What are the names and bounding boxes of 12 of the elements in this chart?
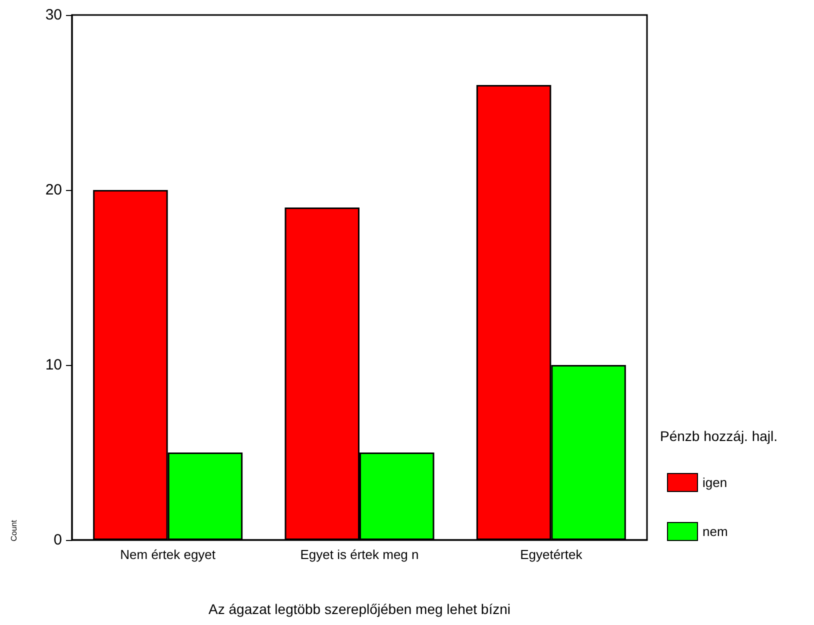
y-tick-label: 0	[54, 532, 62, 548]
y-tick-label: 10	[45, 356, 62, 374]
legend-label: nem	[702, 524, 728, 539]
legend-label: igen	[702, 475, 728, 490]
x-tick-label: Egyetértek	[520, 547, 583, 562]
x-axis-title: Az ágazat legtöbb szereplőjében meg lehet bízni	[208, 601, 510, 617]
y-axis-title: Count	[10, 519, 18, 542]
x-tick-label: Egyet is értek meg n	[300, 547, 419, 562]
x-tick-label: Nem értek egyet	[120, 547, 216, 562]
legend-title: Pénzb hozzáj. hajl.	[660, 428, 778, 444]
y-tick-label: 20	[45, 182, 62, 198]
y-tick-label: 30	[45, 6, 62, 24]
